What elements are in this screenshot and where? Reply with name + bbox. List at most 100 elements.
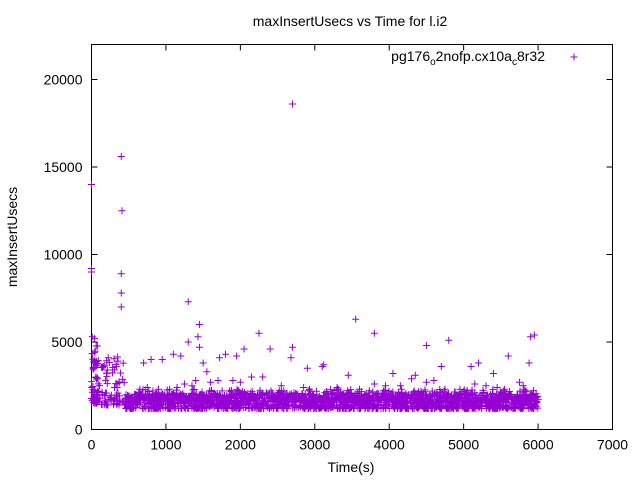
data-point (195, 321, 203, 328)
data-point (460, 386, 468, 394)
data-point (300, 384, 308, 391)
data-point (471, 380, 479, 388)
data-point (251, 395, 259, 403)
data-point (218, 387, 226, 395)
data-point (259, 404, 267, 412)
data-point (454, 404, 462, 412)
data-point (125, 392, 133, 400)
data-point (114, 357, 122, 365)
data-point (320, 361, 328, 369)
legend-label-tail: 8r32 (517, 48, 545, 64)
data-points (88, 100, 542, 412)
data-point (261, 399, 269, 407)
data-point (392, 398, 400, 406)
legend-label-sub2: c (512, 57, 517, 68)
data-point (266, 345, 274, 353)
x-axis-label: Time(s) (328, 459, 375, 475)
data-point (199, 359, 207, 367)
data-point (115, 379, 123, 387)
data-point (181, 380, 189, 388)
data-point (184, 338, 192, 346)
data-point (111, 384, 119, 392)
data-point (137, 390, 145, 398)
data-point (103, 357, 111, 365)
legend-label-sub1: o (430, 57, 436, 68)
data-point (469, 403, 477, 411)
data-point (430, 377, 438, 384)
data-point (221, 350, 229, 358)
data-point (222, 404, 230, 412)
data-point (259, 373, 267, 381)
data-point (141, 386, 149, 394)
data-point (117, 289, 125, 297)
data-point (102, 389, 110, 397)
legend-label-mid: 2nofp.cx10a (436, 48, 512, 64)
ticks: 0 1000 2000 3000 4000 5000 6000 7000 0 5000 10000 1… (44, 44, 628, 453)
data-point (484, 391, 492, 399)
data-point (475, 359, 483, 367)
data-point (109, 363, 117, 371)
data-point (496, 388, 504, 396)
data-point (363, 399, 371, 407)
x-tick-label: 6000 (522, 437, 553, 453)
data-point (93, 342, 101, 350)
data-point (111, 394, 119, 402)
data-point (194, 333, 202, 341)
data-point (277, 382, 285, 390)
data-point (338, 391, 346, 399)
data-point (247, 404, 255, 412)
data-point (488, 390, 496, 398)
data-point (113, 400, 121, 408)
data-point (469, 390, 476, 398)
x-tick-label: 7000 (597, 437, 628, 453)
legend-label: pg176o2nofp.cx10ac8r32 (391, 48, 545, 68)
data-point (203, 399, 211, 407)
plot-frame (91, 44, 613, 430)
x-tick-label: 2000 (225, 437, 256, 453)
data-point (431, 389, 439, 397)
data-point (422, 342, 430, 349)
data-point (104, 354, 112, 362)
data-point (288, 343, 296, 351)
data-point (283, 389, 291, 397)
data-point (192, 377, 200, 384)
data-point (100, 401, 108, 409)
data-point (115, 392, 123, 400)
data-point (482, 382, 490, 390)
x-tick-label: 0 (88, 437, 96, 453)
data-point (151, 391, 159, 399)
data-point (118, 207, 126, 215)
data-point (197, 397, 205, 405)
data-point (91, 390, 99, 398)
data-point (214, 400, 222, 408)
data-point (504, 352, 512, 360)
data-point (152, 390, 160, 398)
data-point (262, 398, 270, 406)
data-point (101, 361, 109, 369)
data-point (248, 373, 256, 381)
data-point (313, 400, 321, 408)
data-point (240, 345, 248, 353)
data-point (318, 403, 326, 411)
data-point (348, 398, 356, 406)
data-point (117, 153, 125, 160)
data-point (117, 270, 125, 278)
chart-title: maxInsertUsecs vs Time for l.i2 (253, 13, 448, 29)
data-point (92, 373, 100, 381)
data-point (370, 329, 378, 337)
data-point (119, 359, 127, 367)
data-point (375, 401, 383, 409)
data-point (206, 387, 214, 395)
data-point (312, 387, 320, 395)
data-point (501, 385, 509, 393)
data-point (88, 268, 95, 276)
data-point (371, 400, 379, 408)
data-point (493, 404, 501, 412)
data-point (517, 404, 525, 412)
y-tick-label: 20000 (44, 72, 83, 88)
data-point (203, 368, 211, 376)
data-point (99, 362, 107, 370)
data-point (352, 315, 360, 323)
data-point (507, 403, 515, 411)
data-point (233, 352, 241, 360)
